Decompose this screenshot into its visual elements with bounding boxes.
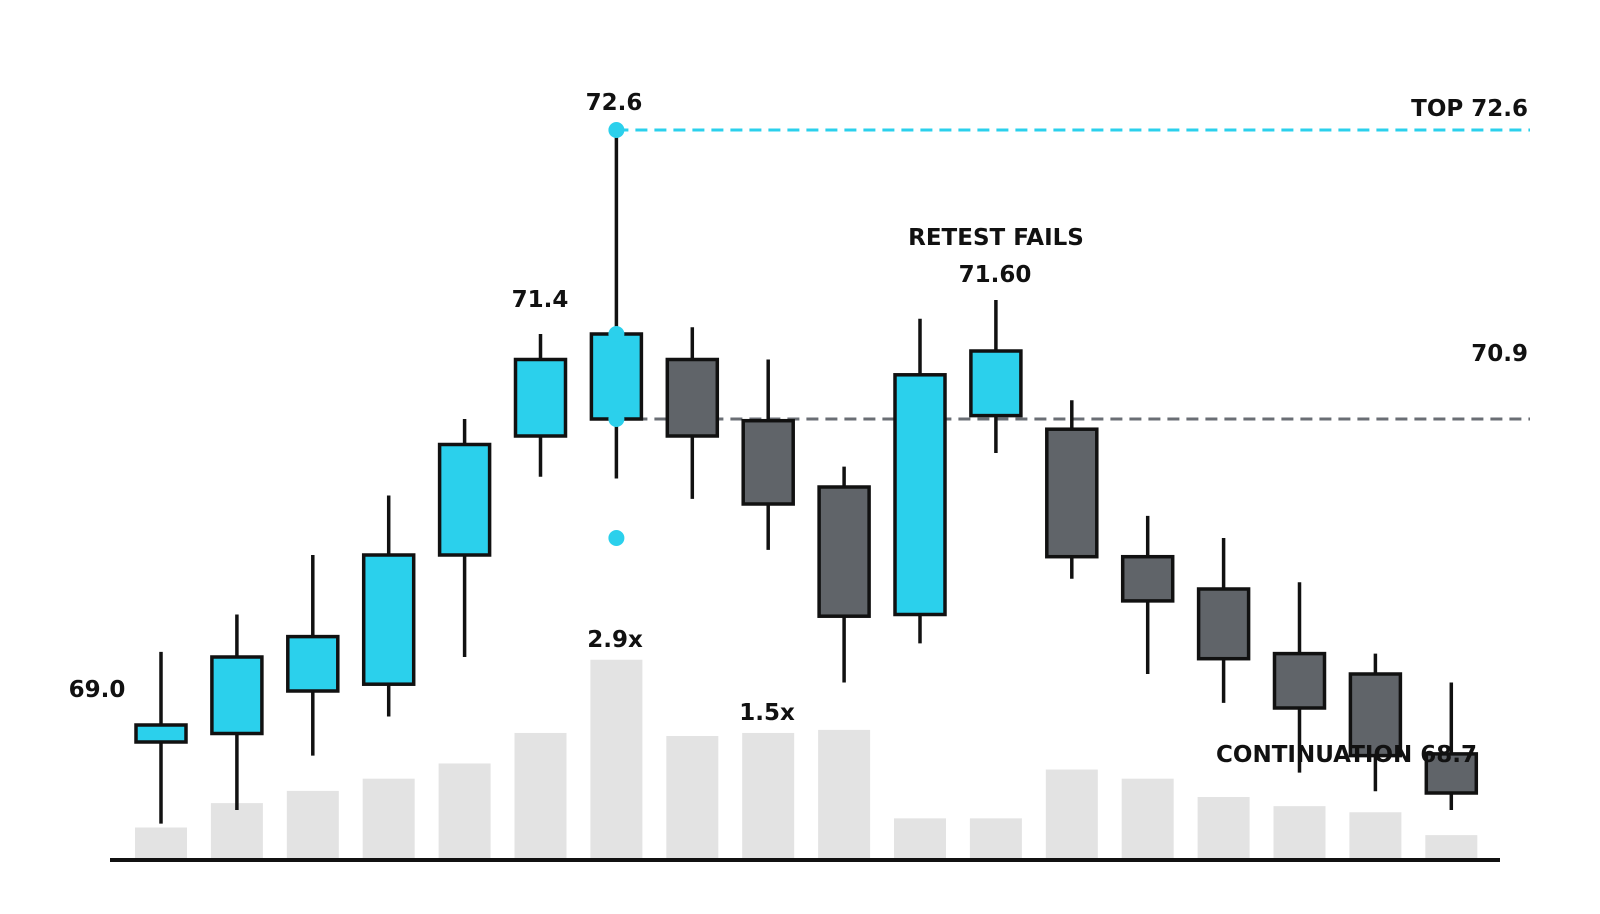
volume-bar bbox=[362, 778, 415, 858]
candles-layer bbox=[134, 130, 1479, 824]
label-level: 70.9 bbox=[1471, 341, 1528, 367]
label-volume-second: 1.5x bbox=[739, 700, 795, 726]
candle bbox=[513, 334, 568, 477]
reference-lines bbox=[616, 128, 1530, 421]
candle-body bbox=[893, 373, 947, 617]
volume-bar bbox=[969, 818, 1022, 858]
peak-marker-dot bbox=[608, 411, 625, 427]
volume-bar bbox=[514, 732, 567, 858]
candle bbox=[893, 318, 947, 644]
volume-bar bbox=[135, 827, 187, 858]
volume-bar bbox=[1425, 835, 1478, 858]
candle bbox=[1120, 515, 1175, 674]
candle-body bbox=[286, 634, 340, 693]
candle-body bbox=[741, 418, 795, 506]
candle-body bbox=[969, 349, 1023, 418]
candle bbox=[817, 466, 871, 683]
candle-body bbox=[1348, 672, 1403, 758]
label-retest-value: 71.60 bbox=[959, 262, 1032, 288]
volume-bar bbox=[894, 818, 946, 858]
volume-bar bbox=[742, 732, 795, 858]
volume-layer bbox=[135, 659, 1478, 858]
label-volume-peak: 2.9x bbox=[587, 627, 643, 653]
volume-bar bbox=[1121, 778, 1174, 858]
candle-body bbox=[210, 655, 264, 736]
label-top-level: TOP 72.6 bbox=[1411, 96, 1528, 122]
candle-body bbox=[134, 723, 188, 744]
candle bbox=[361, 495, 416, 717]
label-peak-high: 72.6 bbox=[586, 90, 643, 116]
candle bbox=[589, 130, 644, 479]
candle-body bbox=[665, 357, 720, 438]
volume-bar bbox=[1197, 797, 1250, 858]
candle bbox=[1348, 653, 1403, 792]
volume-bar bbox=[286, 790, 339, 858]
candle-body bbox=[1272, 651, 1327, 710]
candle-body bbox=[1120, 554, 1175, 603]
volume-bar bbox=[666, 736, 719, 858]
volume-bar bbox=[590, 659, 643, 858]
label-retest-fails: RETEST FAILS bbox=[908, 225, 1084, 251]
candle bbox=[134, 651, 188, 824]
candle bbox=[1272, 582, 1327, 773]
label-prior-high: 71.4 bbox=[512, 287, 569, 313]
candle-body bbox=[1045, 427, 1099, 559]
volume-bar bbox=[1273, 806, 1326, 858]
candle-body bbox=[589, 332, 644, 421]
candle bbox=[1045, 400, 1099, 579]
candle-body bbox=[1196, 587, 1251, 661]
volume-bar bbox=[1045, 769, 1098, 858]
candle bbox=[1424, 682, 1479, 810]
candle bbox=[286, 555, 340, 756]
peak-marker-dot bbox=[608, 530, 625, 546]
candle-body bbox=[1424, 752, 1479, 795]
volume-bar bbox=[1349, 812, 1402, 858]
candle-body bbox=[513, 357, 568, 438]
peak-marker-dot bbox=[608, 122, 625, 138]
candle bbox=[665, 327, 720, 499]
candle bbox=[210, 614, 264, 810]
candle bbox=[1196, 538, 1251, 703]
candle-body bbox=[437, 442, 492, 557]
volume-bar bbox=[438, 763, 491, 858]
peak-marker-dot bbox=[608, 326, 625, 342]
label-start: 69.0 bbox=[69, 677, 126, 703]
candle-body bbox=[361, 553, 416, 686]
volume-bar bbox=[818, 729, 871, 858]
volume-bar bbox=[210, 803, 263, 858]
candle bbox=[741, 359, 795, 550]
candle-body bbox=[817, 485, 871, 618]
label-continuation: CONTINUATION 68.7 bbox=[1216, 742, 1477, 768]
candle bbox=[969, 300, 1023, 453]
peak-markers bbox=[608, 122, 625, 546]
candle bbox=[437, 419, 492, 657]
